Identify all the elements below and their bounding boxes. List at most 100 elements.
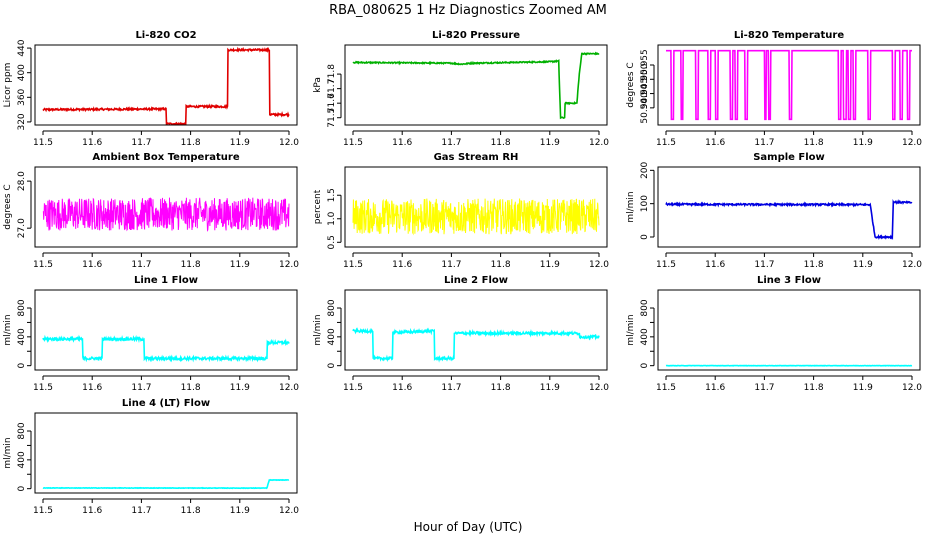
y-tick-label: 71.5 [327, 108, 337, 128]
plot-frame [657, 289, 921, 371]
x-tick-label: 12.0 [279, 260, 299, 270]
y-tick-label: 0 [640, 363, 650, 369]
panel-line1-flow: Line 1 Flow 11.5 11.6 11.7 11.8 11.9 12.0 0 400 8… [3, 275, 299, 393]
y-tick-label: 28.0 [17, 171, 27, 191]
y-axis-label: ml/min [3, 314, 13, 345]
figure-title: RBA_080625 1 Hz Diagnostics Zoomed AM [329, 3, 607, 18]
y-tick-label: 800 [17, 299, 27, 316]
panel-co2: Li-820 CO2 11.5 11.6 11.7 11.8 11.9 12.0 320 360… [3, 30, 299, 148]
series-line [42, 334, 290, 363]
panel-title: Li-820 Pressure [432, 30, 520, 41]
panel-title: Ambient Box Temperature [92, 152, 239, 163]
x-tick-label: 11.9 [230, 383, 250, 393]
x-tick-label: 11.6 [82, 138, 102, 148]
x-tick-label: 11.6 [705, 138, 725, 148]
x-tick-label: 11.8 [181, 260, 201, 270]
x-tick-label: 12.0 [902, 138, 922, 148]
panel-title: Line 3 Flow [757, 275, 821, 286]
x-tick-label: 11.5 [343, 138, 363, 148]
x-tick-label: 11.8 [804, 138, 824, 148]
y-axis-label: degrees C [626, 62, 636, 107]
y-tick-label: 400 [17, 328, 27, 345]
y-axis-label: ml/min [626, 314, 636, 345]
x-tick-label: 11.9 [853, 138, 873, 148]
x-tick-label: 11.8 [804, 383, 824, 393]
y-tick-label: 0 [17, 363, 27, 369]
x-tick-label: 11.6 [705, 260, 725, 270]
series-line [352, 51, 600, 120]
panel-pressure: Li-820 Pressure 11.5 11.6 11.7 11.8 11.9 12.0 7… [313, 30, 609, 148]
x-tick-label: 11.6 [705, 383, 725, 393]
x-tick-label: 11.5 [656, 138, 676, 148]
series-line [665, 198, 913, 241]
x-tick-label: 11.7 [441, 138, 461, 148]
y-tick-label: 71.7 [327, 79, 337, 99]
y-tick-label: 0 [640, 234, 650, 240]
y-axis-label: kPa [313, 77, 323, 93]
x-tick-label: 11.9 [540, 383, 560, 393]
y-tick-label: 50.950 [640, 63, 650, 95]
x-tick-label: 11.5 [343, 260, 363, 270]
x-tick-label: 11.5 [33, 383, 53, 393]
x-tick-label: 11.8 [491, 383, 511, 393]
y-tick-label: 200 [640, 161, 650, 178]
y-axis-label: degrees C [3, 184, 13, 229]
x-tick-label: 11.7 [131, 138, 151, 148]
plot-frame [657, 44, 921, 126]
panel-gas-stream-rh: Gas Stream RH 11.5 11.6 11.7 11.8 11.9 12.0 0.5… [313, 152, 609, 270]
plot-frame [34, 166, 298, 248]
y-tick-label: 440 [17, 39, 27, 56]
y-tick-label: 800 [640, 299, 650, 316]
x-tick-label: 11.8 [181, 506, 201, 516]
x-tick-label: 12.0 [279, 138, 299, 148]
x-tick-label: 11.8 [181, 138, 201, 148]
x-tick-label: 11.9 [230, 138, 250, 148]
x-tick-label: 11.5 [33, 138, 53, 148]
x-tick-label: 12.0 [902, 260, 922, 270]
series-line [42, 478, 290, 490]
x-tick-label: 11.6 [392, 138, 412, 148]
panel-title: Gas Stream RH [434, 152, 519, 163]
x-tick-label: 11.7 [441, 260, 461, 270]
x-tick-label: 11.9 [853, 383, 873, 393]
plot-frame [344, 289, 608, 371]
x-tick-label: 11.5 [656, 383, 676, 393]
x-tick-label: 11.8 [804, 260, 824, 270]
y-tick-label: 71.6 [327, 93, 337, 113]
x-tick-label: 11.7 [131, 260, 151, 270]
panel-title: Line 4 (LT) Flow [122, 398, 210, 409]
x-tick-label: 11.7 [754, 260, 774, 270]
y-tick-label: 50.940 [640, 92, 650, 124]
x-tick-label: 11.7 [754, 383, 774, 393]
x-tick-label: 11.5 [33, 506, 53, 516]
y-axis-label: ml/min [3, 437, 13, 468]
x-tick-label: 11.8 [491, 260, 511, 270]
y-tick-label: 400 [17, 64, 27, 81]
x-axis-label: Hour of Day (UTC) [414, 520, 523, 534]
panel-line4-flow: Line 4 (LT) Flow 11.5 11.6 11.7 11.8 11.9 12.0… [3, 398, 299, 516]
x-tick-label: 12.0 [279, 383, 299, 393]
y-tick-label: 100 [640, 195, 650, 212]
y-tick-label: 400 [640, 328, 650, 345]
x-tick-label: 12.0 [589, 138, 609, 148]
x-tick-label: 11.9 [540, 138, 560, 148]
y-tick-label: 27.0 [17, 218, 27, 238]
x-tick-label: 12.0 [589, 260, 609, 270]
plot-frame [34, 289, 298, 371]
panel-title: Li-820 CO2 [135, 30, 196, 41]
y-tick-label: 0 [327, 363, 337, 369]
x-tick-label: 11.9 [230, 506, 250, 516]
x-tick-label: 11.8 [181, 383, 201, 393]
y-tick-label: 0.5 [327, 235, 337, 249]
panel-sample-flow: Sample Flow 11.5 11.6 11.7 11.8 11.9 12.0 0 100 2… [626, 152, 922, 270]
panel-licor-temp: Li-820 Temperature 11.5 11.6 11.7 11.8 11.9 12… [626, 30, 922, 148]
x-tick-label: 11.9 [540, 260, 560, 270]
x-tick-label: 11.8 [491, 138, 511, 148]
y-tick-label: 71.8 [327, 64, 337, 84]
x-tick-label: 12.0 [902, 383, 922, 393]
plot-frame [344, 166, 608, 248]
y-tick-label: 1.0 [327, 211, 337, 226]
series-line [352, 327, 600, 363]
y-tick-label: 360 [17, 88, 27, 105]
